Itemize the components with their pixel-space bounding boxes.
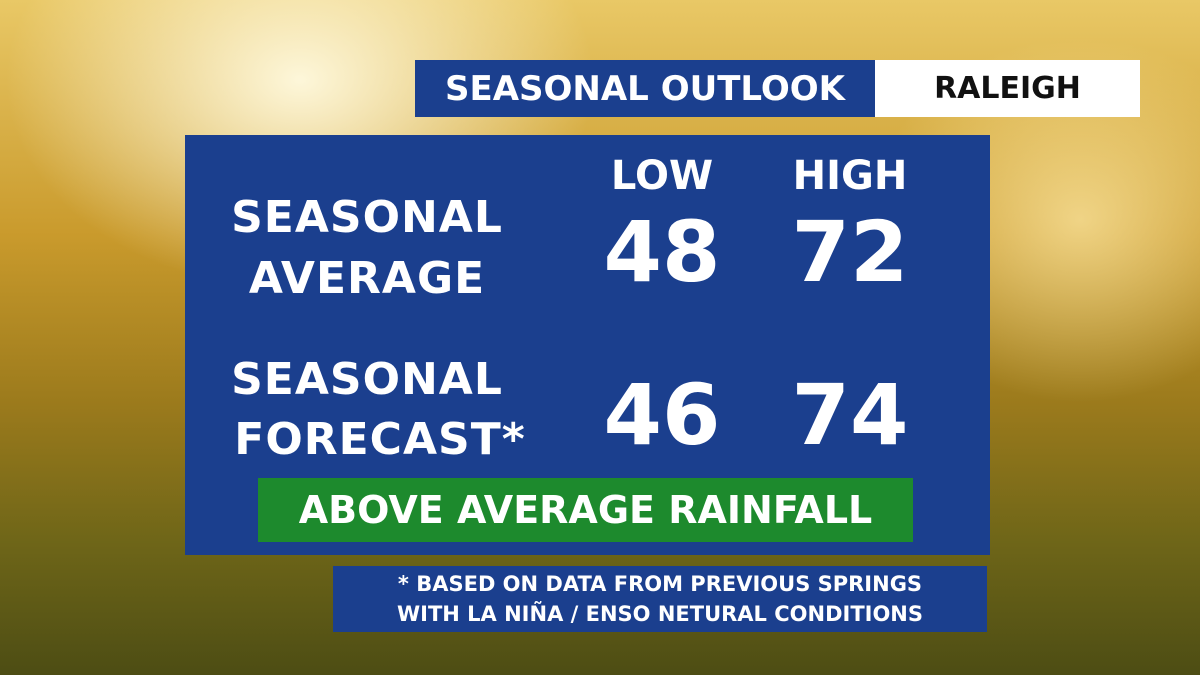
banner: ABOVE AVERAGE RAINFALL [258,478,913,542]
row-label: SEASONAL [231,354,503,405]
value: 74 [791,366,909,464]
footnote-line: * BASED ON DATA FROM PREVIOUS SPRINGS [397,572,923,596]
footnote-line: WITH LA NIÑA / ENSO NETURAL CONDITIONS [396,602,924,626]
row-label: FORECAST* [234,414,526,465]
value: 48 [603,203,721,301]
location: RALEIGH [875,60,1140,117]
footnote: * BASED ON DATA FROM PREVIOUS SPRINGS WI… [333,566,987,632]
row-label: AVERAGE [248,253,486,304]
value: 46 [603,366,721,464]
title: SEASONAL OUTLOOK [415,60,875,117]
value: 72 [791,203,909,301]
column-header: HIGH [792,153,908,199]
row-label: SEASONAL [231,192,503,243]
column-header: LOW [610,153,714,199]
